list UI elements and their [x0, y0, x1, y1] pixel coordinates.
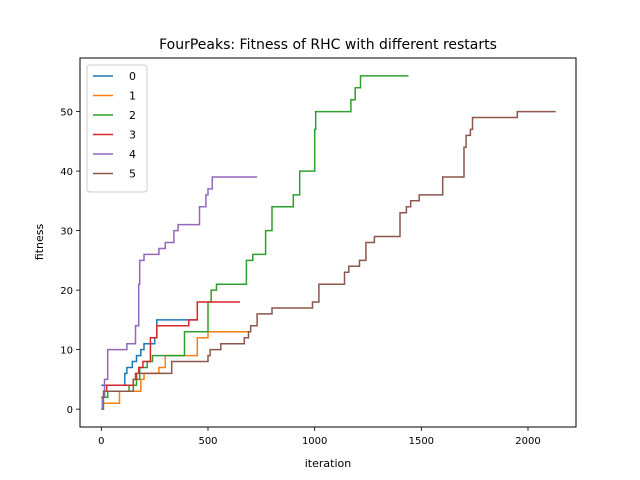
x-tick-label: 1000 [302, 436, 327, 447]
y-tick-label: 10 [60, 346, 73, 357]
series-line-1 [101, 331, 251, 410]
y-tick-label: 40 [60, 167, 73, 178]
series-line-5 [101, 110, 556, 398]
legend: 0 1 2 3 4 5 [86, 64, 148, 193]
y-tick-label: 0 [67, 405, 73, 416]
legend-label-1: 1 [129, 90, 136, 103]
series-line-0 [101, 319, 198, 387]
series-line-2 [101, 75, 409, 410]
y-tick-label: 50 [60, 108, 73, 119]
plot-area-frame [79, 57, 577, 428]
legend-label-4: 4 [129, 148, 136, 161]
x-tick-label: 0 [98, 436, 104, 447]
x-axis-label: iteration [305, 457, 351, 470]
y-tick-label: 20 [60, 286, 73, 297]
y-tick-label: 30 [60, 227, 73, 238]
series-line-4 [101, 176, 258, 410]
x-axis: 0 500 1000 1500 2000 [98, 427, 541, 447]
chart-title: FourPeaks: Fitness of RHC with different… [159, 37, 497, 53]
y-axis: 0 10 20 30 40 50 [60, 108, 80, 416]
legend-label-5: 5 [129, 168, 136, 181]
x-tick-label: 2000 [515, 436, 540, 447]
x-tick-label: 1500 [409, 436, 434, 447]
legend-box [86, 64, 148, 193]
legend-label-2: 2 [129, 109, 136, 122]
x-tick-label: 500 [198, 436, 217, 447]
legend-label-0: 0 [129, 70, 136, 83]
y-axis-label: fitness [33, 224, 46, 261]
series-line-3 [101, 301, 240, 398]
legend-label-3: 3 [129, 129, 136, 142]
